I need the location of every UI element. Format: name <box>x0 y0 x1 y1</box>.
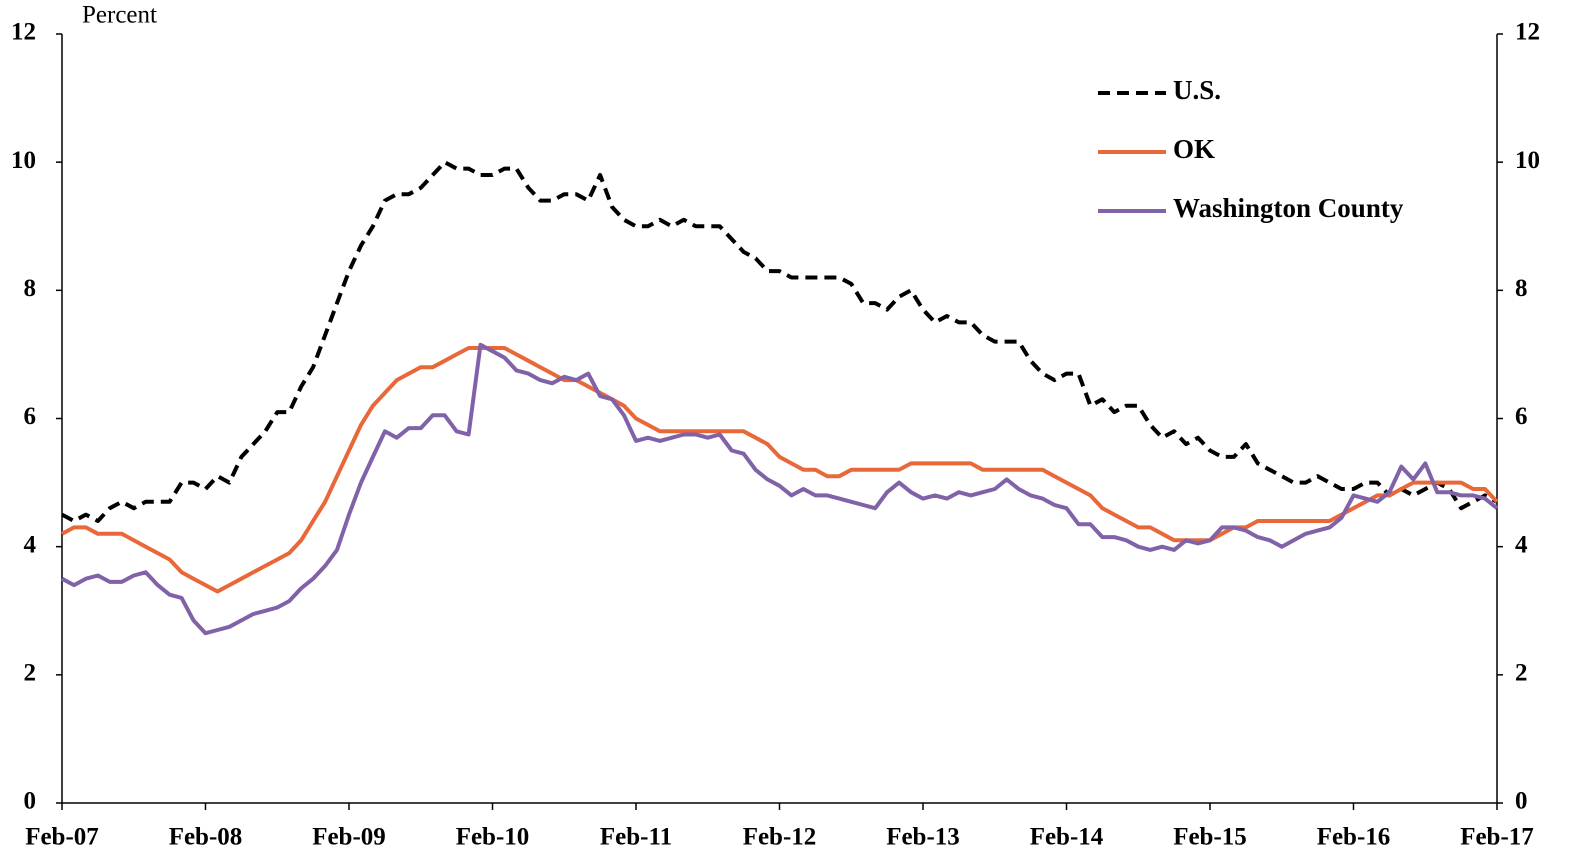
y-axis-label: Percent <box>82 2 157 29</box>
x-tick-label: Feb-13 <box>886 824 960 851</box>
x-tick-label: Feb-12 <box>743 824 817 851</box>
x-tick-label: Feb-16 <box>1317 824 1391 851</box>
y2-tick-label: 4 <box>1515 531 1528 558</box>
x-tick-label: Feb-07 <box>25 824 99 851</box>
y2-tick-label: 6 <box>1515 403 1528 430</box>
series-line <box>61 342 1499 636</box>
x-tick-label: Feb-14 <box>1030 824 1104 851</box>
y2-tick-label: 8 <box>1515 275 1528 302</box>
y-tick-label: 0 <box>24 788 37 815</box>
legend-label: Washington County <box>1173 193 1404 223</box>
series-line <box>61 346 1499 594</box>
x-tick-label: Feb-11 <box>600 824 672 851</box>
legend-label: U.S. <box>1173 75 1221 105</box>
y2-tick-label: 0 <box>1515 788 1528 815</box>
y-tick-label: 6 <box>24 403 37 430</box>
x-tick-label: Feb-15 <box>1173 824 1247 851</box>
x-tick-label: Feb-09 <box>312 824 386 851</box>
y-tick-label: 4 <box>24 531 37 558</box>
y-tick-label: 10 <box>11 147 36 174</box>
x-tick-label: Feb-08 <box>169 824 243 851</box>
x-tick-label: Feb-10 <box>456 824 530 851</box>
y-tick-label: 12 <box>11 19 36 46</box>
x-tick-label: Feb-17 <box>1460 824 1534 851</box>
series-line <box>61 160 1498 523</box>
y-tick-label: 2 <box>24 660 37 687</box>
legend-label: OK <box>1173 134 1215 164</box>
y-tick-label: 8 <box>24 275 37 302</box>
y2-tick-label: 2 <box>1515 660 1528 687</box>
y2-tick-label: 10 <box>1515 147 1540 174</box>
y2-tick-label: 12 <box>1515 19 1540 46</box>
